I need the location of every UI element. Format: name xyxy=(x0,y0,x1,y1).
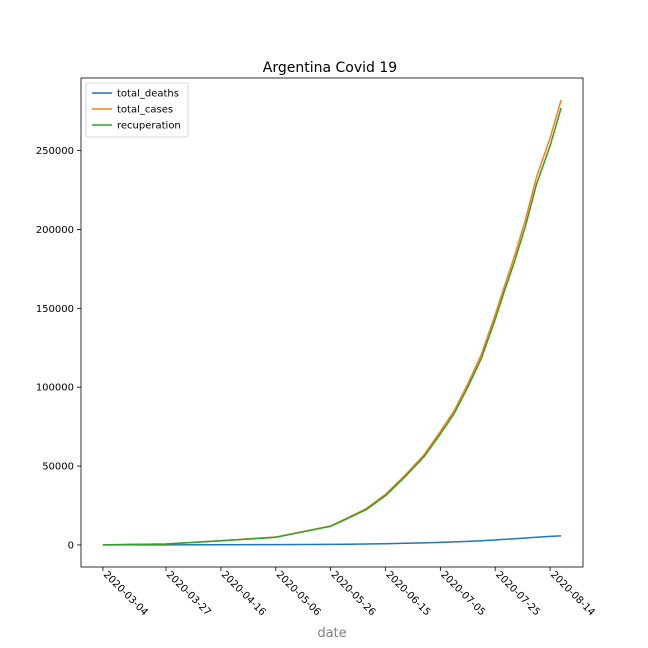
plot-frame xyxy=(80,77,584,568)
y-axis: 0 50000 100000 150000 200000 250000 xyxy=(36,146,81,551)
y-tick-label: 0 xyxy=(68,540,74,551)
series-line-total_deaths xyxy=(102,535,562,546)
x-axis-label: date xyxy=(317,626,346,641)
legend-label-recuperation: recuperation xyxy=(117,121,181,132)
y-tick-label: 200000 xyxy=(36,225,74,236)
y-tick-label: 50000 xyxy=(42,462,74,473)
legend-label-total_deaths: total_deaths xyxy=(117,89,179,100)
series-line-recuperation xyxy=(102,107,562,546)
legend-label-total_cases: total_cases xyxy=(117,105,173,116)
chart-title: Argentina Covid 19 xyxy=(263,60,397,76)
y-tick-label: 250000 xyxy=(36,146,74,157)
plot-area xyxy=(80,77,584,568)
y-tick-label: 100000 xyxy=(36,383,74,394)
legend-box xyxy=(85,82,189,138)
y-tick-label: 150000 xyxy=(36,304,74,315)
legend: total_deaths total_cases recuperation xyxy=(85,82,189,138)
